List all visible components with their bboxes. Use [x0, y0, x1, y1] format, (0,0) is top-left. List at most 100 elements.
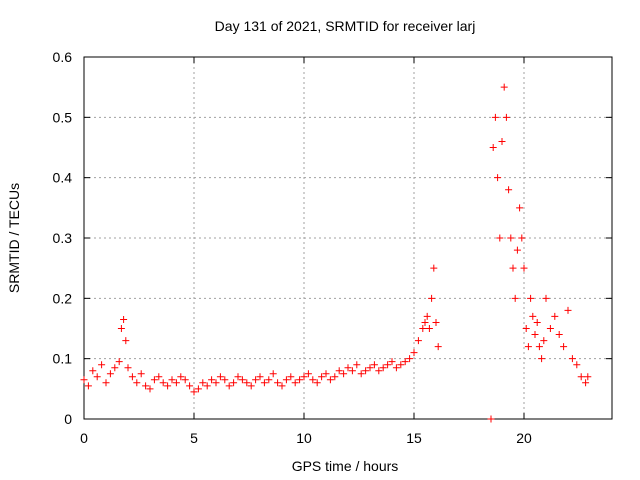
data-point — [384, 361, 392, 369]
data-point — [375, 367, 383, 375]
data-point — [423, 312, 431, 320]
data-point — [142, 382, 150, 390]
data-point — [260, 379, 268, 387]
y-tick-label: 0.4 — [53, 170, 73, 186]
data-point — [269, 370, 277, 378]
data-point — [357, 370, 365, 378]
data-point — [370, 361, 378, 369]
data-point — [538, 355, 546, 363]
data-point — [133, 379, 141, 387]
data-point — [410, 349, 418, 357]
data-point — [225, 382, 233, 390]
data-point — [115, 358, 123, 366]
data-point — [560, 343, 568, 351]
data-point — [531, 331, 539, 339]
data-point — [212, 379, 220, 387]
data-point — [186, 382, 194, 390]
data-point — [203, 382, 211, 390]
data-point — [111, 364, 119, 372]
x-tick-label: 0 — [80, 430, 88, 446]
data-point — [256, 373, 264, 381]
data-point — [252, 376, 260, 384]
data-point — [344, 364, 352, 372]
data-point — [340, 370, 348, 378]
data-point — [93, 373, 101, 381]
data-point — [243, 379, 251, 387]
data-point — [489, 144, 497, 151]
data-point — [388, 358, 396, 366]
data-point — [546, 325, 554, 332]
data-point — [208, 376, 216, 384]
data-point — [247, 382, 255, 390]
data-point — [117, 325, 125, 332]
data-point — [216, 373, 224, 381]
data-point — [509, 264, 517, 272]
data-point — [194, 385, 202, 393]
data-point — [318, 373, 326, 381]
y-tick-label: 0.1 — [53, 351, 73, 367]
data-point — [221, 376, 229, 384]
data-point — [146, 385, 154, 393]
data-points — [80, 83, 592, 423]
data-point — [529, 312, 537, 320]
data-point — [128, 373, 136, 381]
data-point — [527, 294, 535, 302]
data-point — [274, 379, 282, 387]
data-point — [177, 373, 185, 381]
data-point — [577, 373, 585, 381]
data-point — [199, 379, 207, 387]
data-point — [322, 370, 330, 378]
data-point — [401, 358, 409, 366]
data-point — [502, 113, 510, 121]
data-point — [568, 355, 576, 363]
y-tick-label: 0.2 — [53, 290, 73, 306]
data-point — [511, 294, 519, 302]
data-point — [533, 318, 541, 326]
data-point — [331, 373, 339, 381]
x-tick-label: 20 — [516, 430, 532, 446]
data-point — [326, 376, 334, 384]
data-point — [164, 382, 172, 390]
data-point — [425, 325, 433, 332]
data-point — [172, 379, 180, 387]
data-point — [535, 343, 543, 351]
data-point — [234, 373, 242, 381]
data-point — [518, 234, 526, 242]
data-point — [80, 376, 88, 384]
data-point — [487, 415, 495, 423]
data-point — [520, 264, 528, 272]
data-point — [278, 382, 286, 390]
y-tick-label: 0 — [64, 411, 72, 427]
data-point — [102, 379, 110, 387]
data-point — [265, 376, 273, 384]
data-point — [304, 370, 312, 378]
data-point — [291, 379, 299, 387]
data-point — [181, 376, 189, 384]
data-point — [84, 382, 92, 390]
data-point — [414, 337, 422, 345]
data-point — [406, 355, 414, 363]
chart-title: Day 131 of 2021, SRMTID for receiver lar… — [215, 18, 476, 34]
data-point — [507, 234, 515, 242]
y-axis-label: SRMTID / TECUs — [6, 183, 22, 293]
data-point — [584, 373, 592, 381]
data-point — [522, 325, 530, 332]
data-point — [491, 113, 499, 121]
data-point — [296, 376, 304, 384]
data-point — [434, 343, 442, 351]
data-point — [168, 376, 176, 384]
data-point — [106, 370, 114, 378]
data-point — [190, 388, 198, 396]
data-point — [516, 204, 524, 212]
data-point — [120, 315, 128, 323]
data-point — [494, 174, 502, 182]
data-point — [362, 367, 370, 375]
data-point — [353, 361, 361, 369]
data-point — [430, 264, 438, 272]
data-point — [282, 376, 290, 384]
data-point — [555, 331, 563, 339]
x-axis-label: GPS time / hours — [292, 458, 399, 474]
data-point — [582, 379, 590, 387]
